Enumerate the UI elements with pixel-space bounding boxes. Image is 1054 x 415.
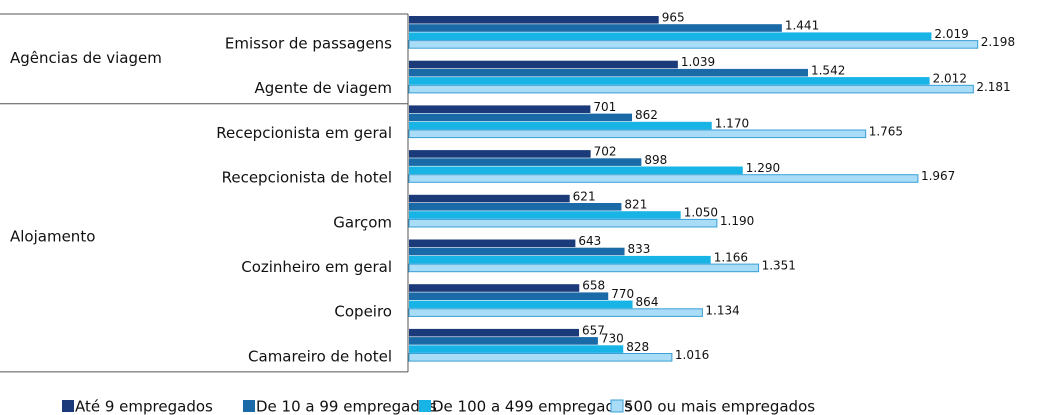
value-label: 862 (635, 108, 658, 122)
value-label: 701 (593, 100, 616, 114)
bar (409, 194, 570, 203)
value-label: 1.166 (714, 250, 748, 264)
value-label: 821 (624, 198, 647, 212)
value-label: 864 (636, 295, 659, 309)
value-label: 1.441 (785, 19, 819, 33)
bar (409, 203, 622, 211)
legend-label: De 10 a 99 empregados (256, 398, 437, 415)
value-label: 2.012 (933, 72, 967, 86)
legend-label: 500 ou mais empregados (624, 398, 815, 415)
bar (409, 255, 711, 264)
value-label: 2.198 (981, 35, 1015, 49)
bar (409, 150, 591, 158)
value-label: 1.050 (684, 206, 718, 220)
bar (408, 353, 673, 362)
category-label: Recepcionista de hotel (222, 169, 392, 187)
legend-label: De 100 a 499 empregados (432, 398, 632, 415)
bar (409, 247, 625, 256)
bar (408, 263, 760, 273)
value-label: 2.019 (934, 27, 968, 41)
category-label: Emissor de passagens (225, 35, 392, 53)
value-label: 1.134 (705, 303, 739, 317)
bar (409, 337, 598, 345)
category-label: Agente de viagem (254, 79, 392, 97)
value-label: 1.016 (675, 348, 709, 362)
value-label: 1.351 (762, 259, 796, 273)
value-label: 770 (611, 287, 634, 301)
bar (409, 121, 712, 130)
bar (409, 345, 624, 353)
legend-swatch (62, 400, 74, 412)
value-label: 2.181 (976, 80, 1010, 94)
legend-swatch (419, 400, 431, 412)
bar (409, 24, 782, 32)
bar (409, 105, 591, 113)
bar (409, 60, 678, 69)
category-label: Recepcionista em geral (216, 124, 392, 142)
value-label: 1.967 (921, 169, 955, 183)
value-label: 898 (644, 153, 667, 167)
value-label: 657 (582, 323, 605, 337)
bar (409, 292, 609, 300)
category-label: Copeiro (334, 303, 392, 321)
value-label: 1.170 (715, 116, 749, 130)
bar (409, 239, 576, 248)
legend-label: Até 9 empregados (75, 398, 213, 415)
bar (408, 308, 703, 317)
bar (409, 300, 633, 309)
bar (408, 218, 718, 228)
value-label: 1.542 (811, 63, 845, 77)
value-label: 730 (601, 332, 624, 346)
bar (408, 129, 867, 139)
value-label: 658 (582, 279, 605, 293)
bar (409, 77, 930, 85)
value-label: 1.039 (681, 55, 715, 69)
bar (409, 211, 681, 219)
bar (409, 16, 659, 24)
value-label: 621 (573, 189, 596, 203)
bar (408, 40, 979, 49)
legend-swatch (610, 399, 624, 413)
bar (409, 68, 808, 77)
bar (408, 84, 974, 94)
bar (409, 32, 932, 40)
value-label: 702 (594, 145, 617, 159)
value-label: 833 (628, 242, 651, 256)
value-label: 965 (662, 11, 685, 25)
value-label: 828 (626, 340, 649, 354)
value-label: 1.290 (746, 161, 780, 175)
value-label: 1.190 (720, 214, 754, 228)
legend-swatch (243, 400, 255, 412)
bar (409, 328, 579, 337)
bar (408, 174, 919, 183)
bar (409, 158, 642, 166)
value-label: 643 (578, 234, 601, 248)
category-label: Camareiro de hotel (248, 347, 392, 365)
category-label: Cozinheiro em geral (241, 258, 392, 276)
bar (409, 113, 633, 122)
bar (409, 166, 743, 175)
group-label: Agências de viagem (10, 49, 162, 67)
bar (409, 284, 580, 292)
value-label: 1.765 (869, 125, 903, 139)
group-label: Alojamento (10, 228, 95, 246)
category-label: Garçom (333, 213, 392, 231)
